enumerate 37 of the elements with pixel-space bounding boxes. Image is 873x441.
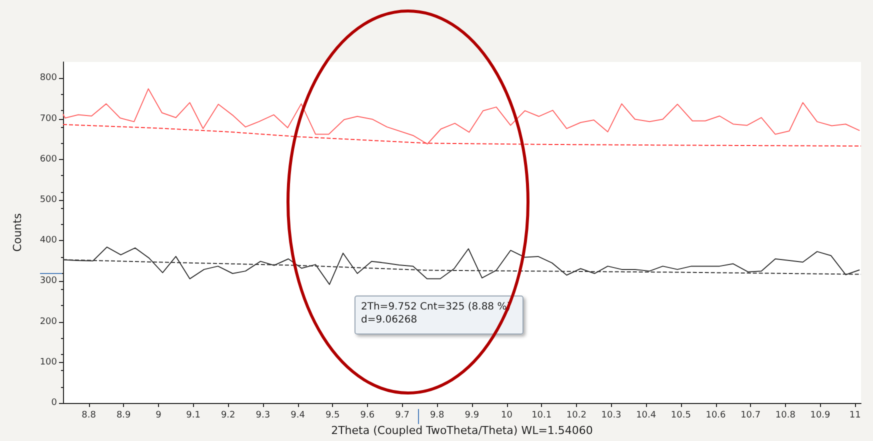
x-tick-label: 10.3 (601, 410, 622, 420)
x-tick-label: 10.4 (636, 410, 656, 420)
x-tick-label: 10.8 (775, 410, 796, 420)
x-tick-label: 10.1 (532, 410, 552, 420)
x-tick-label: 8.9 (116, 410, 132, 420)
y-tick-label: 200 (40, 316, 58, 327)
x-tick-label: 9.7 (395, 410, 410, 420)
y-tick-label: 100 (40, 357, 58, 368)
x-tick-label: 9 (156, 410, 162, 420)
x-tick-label: 11 (849, 410, 861, 420)
x-tick-label: 9.9 (464, 410, 480, 420)
x-tick-label: 10.6 (706, 410, 726, 420)
y-tick-label: 500 (40, 195, 58, 206)
x-tick-label: 9.4 (290, 410, 306, 420)
y-tick-label: 300 (40, 276, 58, 286)
y-tick-label: 0 (51, 398, 58, 408)
x-tick-label: 10.7 (740, 410, 761, 420)
y-tick-label: 400 (40, 236, 58, 246)
x-tick-label: 10.2 (566, 410, 586, 420)
x-tick-label: 9.1 (186, 410, 200, 420)
x-tick-label: 8.8 (82, 410, 96, 420)
x-tick-label: 10 (501, 410, 513, 420)
x-tick-label: 10.5 (670, 410, 691, 420)
y-tick-label: 800 (40, 73, 58, 84)
x-tick-label: 9.6 (360, 410, 375, 420)
x-tick-label: 10.9 (810, 410, 831, 420)
y-tick-label: 600 (40, 154, 58, 164)
x-tick-label: 9.3 (256, 410, 270, 420)
y-tick-label: 700 (40, 114, 58, 124)
x-axis-title: 2Theta (Coupled TwoTheta/Theta) WL=1.54060 (331, 424, 593, 437)
line-series (62, 124, 862, 147)
x-tick-label: 9.8 (430, 410, 445, 420)
annotation: d=9.06268 (361, 314, 418, 326)
x-tick-label: 9.5 (325, 410, 340, 420)
y-axis-title: Counts (11, 213, 24, 252)
line-series (62, 88, 860, 144)
x-tick-label: 9.2 (220, 410, 236, 420)
